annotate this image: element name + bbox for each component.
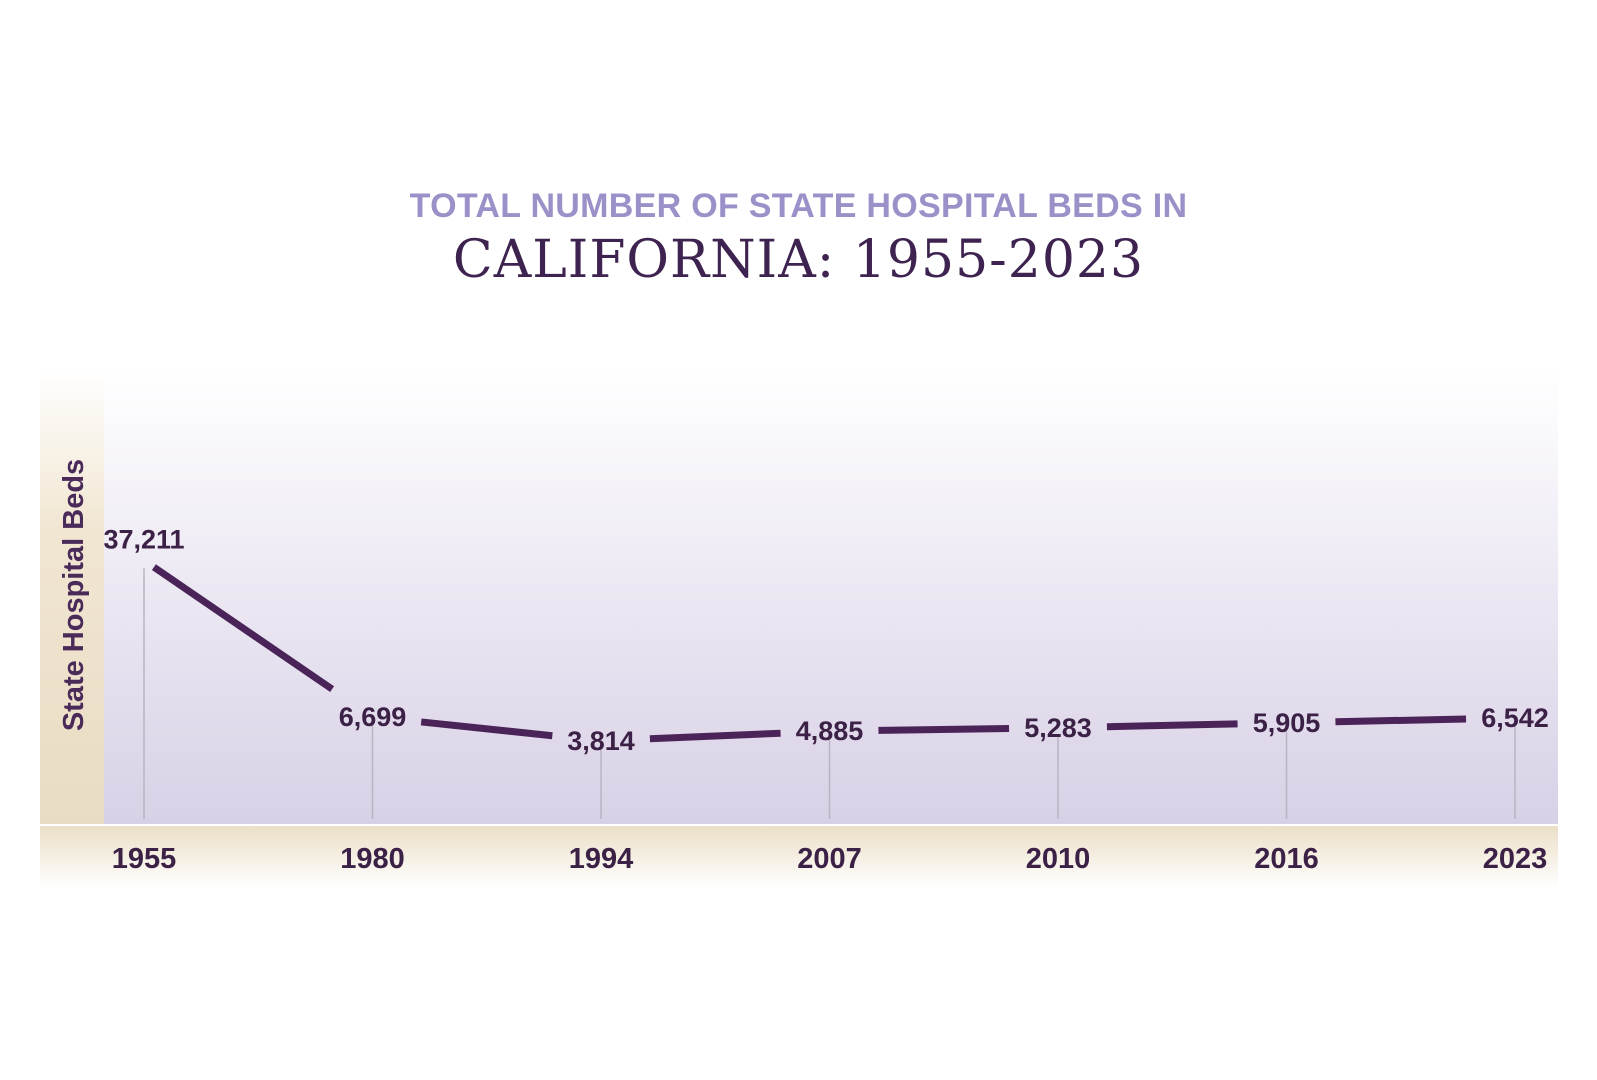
chart-title: TOTAL NUMBER OF STATE HOSPITAL BEDS IN — [409, 187, 1188, 225]
x-tick-label: 1994 — [569, 843, 634, 875]
x-tick-label: 2016 — [1254, 843, 1319, 875]
x-tick-label: 2010 — [1026, 843, 1091, 875]
data-label: 37,211 — [103, 524, 184, 554]
chart-subtitle: CALIFORNIA: 1955-2023 — [452, 230, 1145, 290]
x-tick-labels: 1955 1980 1994 2007 2010 2016 2023 — [112, 843, 1548, 875]
series-segment — [1335, 715, 1467, 726]
plot-area — [104, 368, 1558, 824]
data-label: 4,885 — [796, 716, 864, 746]
series-line: 37,211 6,699 3,814 4,885 5,283 5,905 6,542 — [103, 524, 1548, 756]
data-label: 3,814 — [567, 726, 635, 756]
data-label: 6,699 — [339, 702, 407, 732]
x-tick-label: 2007 — [797, 843, 862, 875]
data-label: 5,905 — [1253, 708, 1321, 738]
y-axis-band — [40, 368, 104, 824]
series-segment — [1106, 720, 1238, 731]
x-axis-band — [40, 826, 1558, 888]
data-label: 6,542 — [1481, 703, 1549, 733]
series-segment — [878, 724, 1010, 734]
y-axis-label: State Hospital Beds — [58, 459, 90, 731]
x-tick-label: 1980 — [340, 843, 405, 875]
series-segment — [649, 729, 781, 743]
x-tick-label: 2023 — [1483, 843, 1548, 875]
drop-lines — [143, 568, 1516, 819]
data-label: 5,283 — [1024, 713, 1092, 743]
x-tick-label: 1955 — [112, 843, 177, 875]
series-segment — [151, 564, 335, 693]
series-segment — [420, 718, 553, 740]
